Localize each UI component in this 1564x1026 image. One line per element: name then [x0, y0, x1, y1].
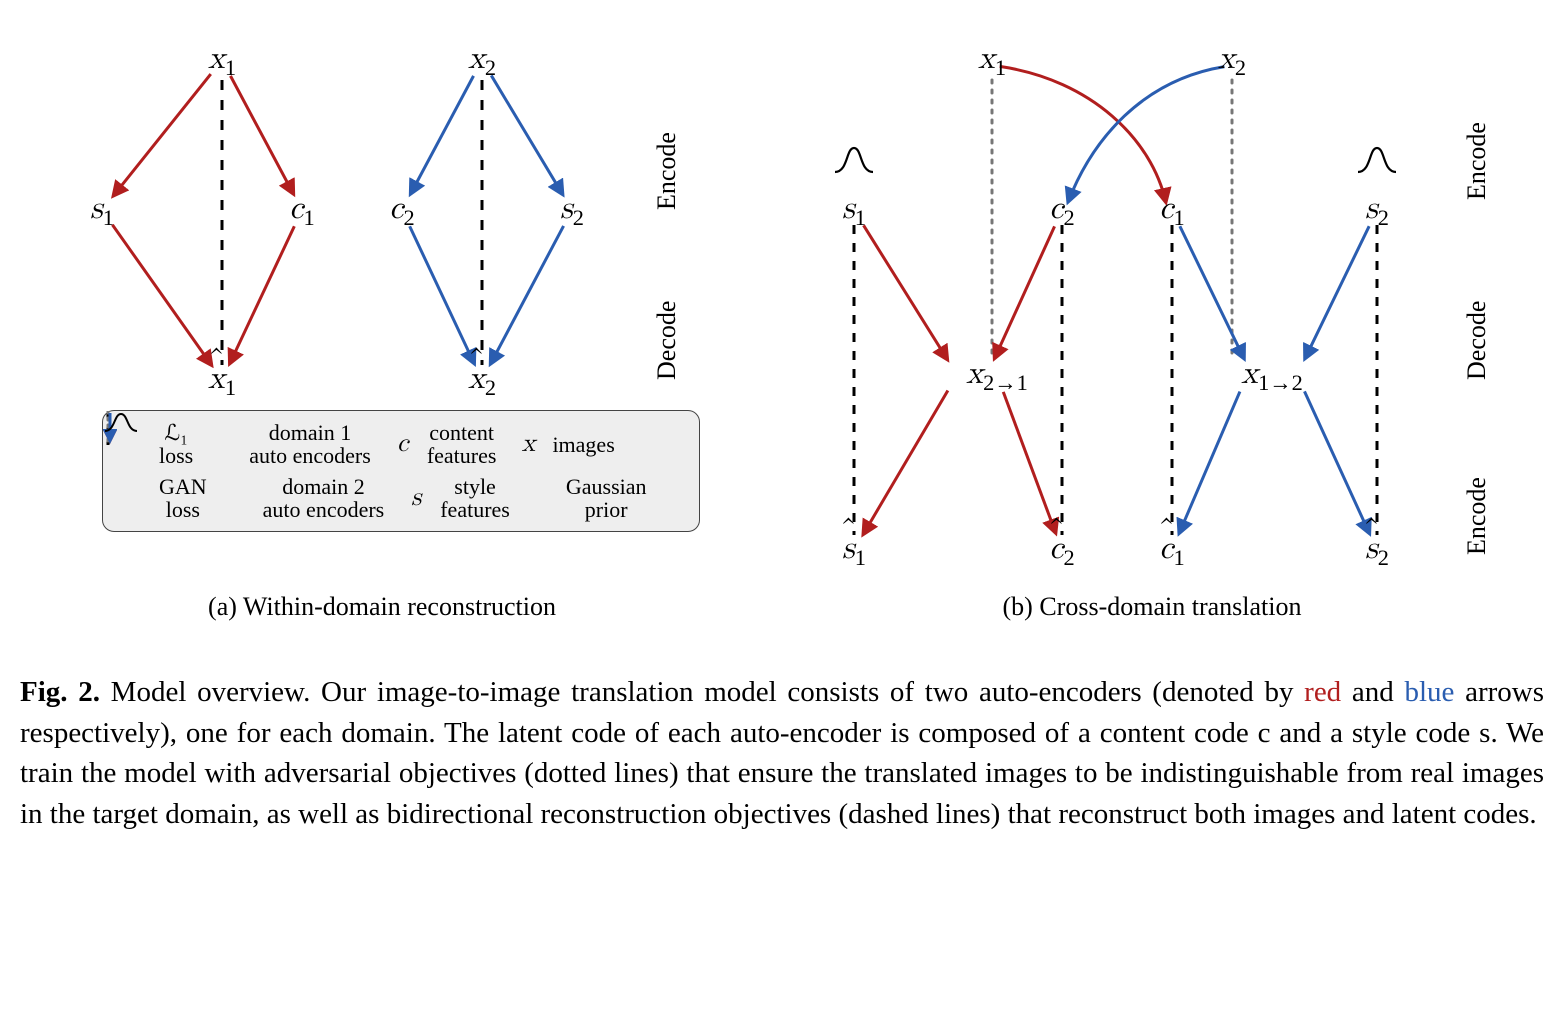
- panel-a-within-domain: x1 s1 c1 x1 x2 c2 s2 x2 Encode Decode ℒ₁loss doma…: [32, 20, 732, 580]
- legend-cell-0-3: ximages: [514, 429, 614, 460]
- legend-text: domain 1auto encoders: [249, 421, 371, 467]
- side-label-encode-0: Encode: [652, 60, 682, 210]
- legend-text: Gaussianprior: [566, 475, 647, 521]
- legend-text: stylefeatures: [440, 475, 510, 521]
- legend-cell-0-2: c contentfeatures: [389, 421, 497, 467]
- side-label-decode-1: Decode: [1462, 230, 1492, 380]
- node-x21: x2→1: [966, 354, 1028, 396]
- legend-row-1: GANloss domain 2auto encoders s stylefeatur…: [121, 475, 681, 521]
- side-label-decode-1: Decode: [652, 230, 682, 380]
- node-s1: s1: [90, 189, 114, 231]
- legend-cell-1-2: s stylefeatures: [402, 475, 510, 521]
- legend-text: contentfeatures: [427, 421, 497, 467]
- node-c2: c2: [1049, 189, 1074, 231]
- panel-b-cross-domain: x1 x2 s1 c2 c1 s2 x2→1 x1→2 s1 c2 c1 s2 Encode Decod…: [772, 20, 1532, 580]
- panel-b-svg: [772, 20, 1532, 580]
- side-label-encode-0: Encode: [1462, 50, 1492, 200]
- figure-caption: Fig. 2. Model overview. Our image-to-ima…: [20, 672, 1544, 834]
- legend-text: domain 2auto encoders: [263, 475, 385, 521]
- node-x2: x2: [468, 39, 496, 81]
- caption-t1: Model overview. Our image-to-image trans…: [100, 676, 1304, 708]
- side-label-encode-2: Encode: [1462, 405, 1492, 555]
- legend-box: ℒ₁loss domain 1auto encoders c contentfeatu…: [102, 410, 700, 532]
- caption-red: red: [1304, 676, 1341, 708]
- legend-cell-1-1: domain 2auto encoders: [225, 475, 385, 521]
- node-x1: x1: [208, 39, 236, 81]
- legend-icon-s-sym: s: [402, 483, 430, 514]
- legend-text: images: [552, 433, 614, 456]
- subcaption-a: (a) Within-domain reconstruction: [32, 592, 732, 622]
- legend-cell-0-1: domain 1auto encoders: [211, 421, 371, 467]
- node-xh1: x1: [208, 359, 236, 401]
- caption-lead: Fig. 2.: [20, 676, 100, 708]
- legend-icon-x-sym: x: [514, 429, 542, 460]
- node-ch2: c2: [1049, 529, 1074, 571]
- node-x12: x1→2: [1241, 354, 1303, 396]
- caption-mid: and: [1341, 676, 1404, 708]
- node-s2: s2: [1365, 189, 1389, 231]
- legend-cell-1-0: GANloss: [121, 475, 207, 521]
- caption-blue: blue: [1404, 676, 1454, 708]
- node-x2: x2: [1218, 39, 1246, 81]
- node-x1: x1: [978, 39, 1006, 81]
- node-c1: c1: [1159, 189, 1184, 231]
- node-xh2: x2: [468, 359, 496, 401]
- legend-text: ℒ₁loss: [159, 421, 193, 467]
- legend-text: GANloss: [159, 475, 207, 521]
- node-sh1: s1: [842, 529, 866, 571]
- subcaption-b: (b) Cross-domain translation: [772, 592, 1532, 622]
- node-ch1: c1: [1159, 529, 1184, 571]
- node-s2: s2: [560, 189, 584, 231]
- node-c1: c1: [289, 189, 314, 231]
- legend-row-0: ℒ₁loss domain 1auto encoders c contentfeatu…: [121, 421, 681, 467]
- node-sh2: s2: [1365, 529, 1389, 571]
- node-s1: s1: [842, 189, 866, 231]
- legend-cell-1-3: Gaussianprior: [528, 475, 647, 521]
- node-c2: c2: [389, 189, 414, 231]
- legend-icon-c-sym: c: [389, 429, 417, 460]
